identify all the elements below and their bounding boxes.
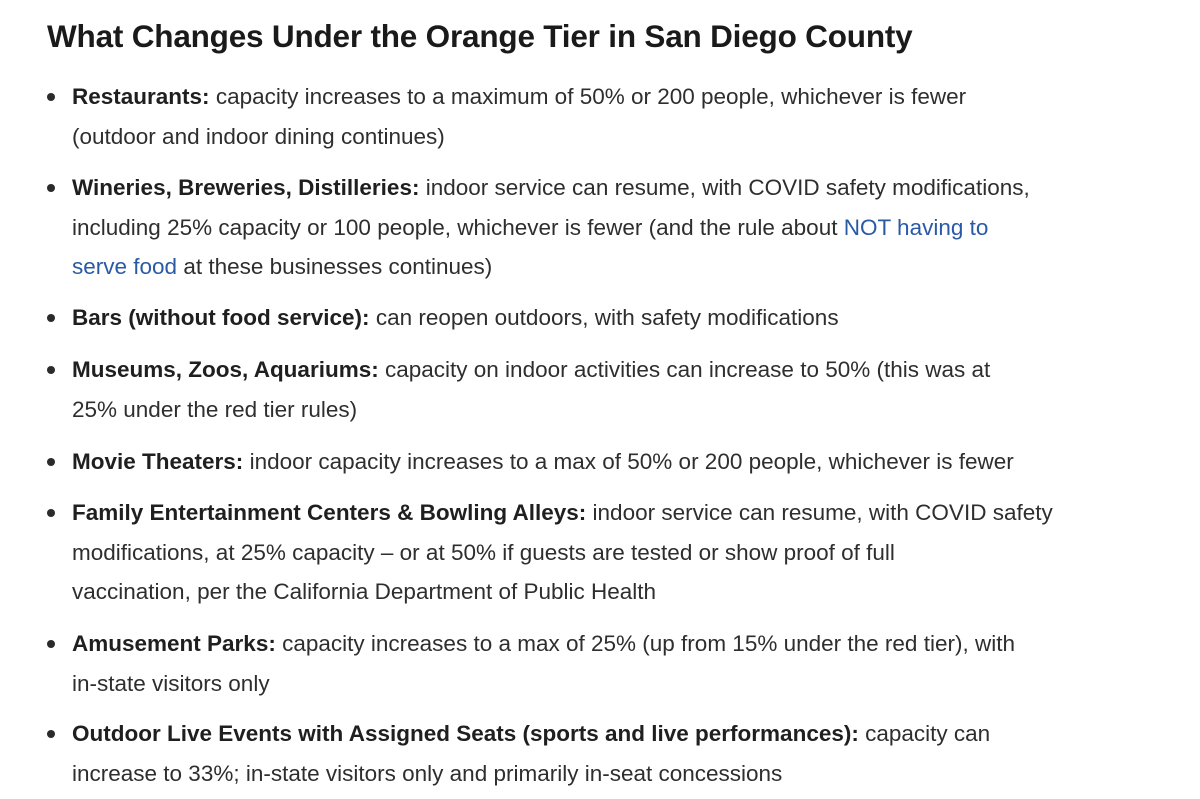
bullet-icon (47, 184, 55, 192)
bullet-icon (47, 314, 55, 322)
bullet-icon (47, 458, 55, 466)
list-item-wineries: Wineries, Breweries, Distilleries: indoo… (47, 168, 1162, 287)
bullet-icon (47, 730, 55, 738)
bullet-icon (47, 640, 55, 648)
item-term: Bars (without food service): (72, 305, 370, 330)
item-text: capacity on indoor activities can increa… (384, 357, 991, 382)
item-term: Family Entertainment Centers & Bowling A… (72, 500, 587, 525)
item-text-continued: (outdoor and indoor dining continues) (72, 123, 445, 149)
bullet-icon (47, 93, 55, 101)
item-text-continued: in-state visitors only (72, 670, 270, 696)
item-text-continued: vaccination, per the California Departme… (72, 579, 657, 604)
bullet-icon (47, 509, 55, 517)
serve-food-link[interactable]: NOT having to (843, 214, 989, 240)
item-text-continued: 25% under the red tier rules) (72, 396, 358, 422)
list-item-outdoor-live-events: Outdoor Live Events with Assigned Seats … (47, 714, 1162, 793)
item-text: indoor service can resume, with COVID sa… (592, 500, 1053, 525)
item-text: indoor service can resume, with COVID sa… (425, 175, 1030, 200)
serve-food-link-continued[interactable]: serve food (72, 254, 178, 279)
item-text-continued: increase to 33%; in-state visitors only … (72, 760, 783, 786)
item-term: Museums, Zoos, Aquariums: (72, 357, 379, 382)
item-term: Movie Theaters: (72, 449, 244, 474)
list-item-museums: Museums, Zoos, Aquariums: capacity on in… (47, 350, 1162, 429)
item-text: capacity increases to a maximum of 50% o… (215, 84, 967, 109)
item-term: Outdoor Live Events with Assigned Seats … (72, 721, 859, 746)
bullet-icon (47, 366, 55, 374)
item-text-continued: modifications, at 25% capacity – or at 5… (72, 539, 895, 565)
item-text: can reopen outdoors, with safety modific… (375, 305, 839, 330)
item-text: indoor capacity increases to a max of 50… (249, 449, 1014, 474)
item-text: capacity can (865, 721, 991, 746)
list-item-bars: Bars (without food service): can reopen … (47, 298, 1162, 338)
list-item-family-entertainment: Family Entertainment Centers & Bowling A… (47, 493, 1162, 612)
item-term: Amusement Parks: (72, 631, 276, 656)
list-item-movie-theaters: Movie Theaters: indoor capacity increase… (47, 442, 1162, 482)
item-text-continued: including 25% capacity or 100 people, wh… (72, 214, 844, 240)
section-heading: What Changes Under the Orange Tier in Sa… (47, 18, 913, 54)
list-item-restaurants: Restaurants: capacity increases to a max… (47, 77, 1162, 156)
item-text: capacity increases to a max of 25% (up f… (282, 631, 1015, 656)
list-item-amusement-parks: Amusement Parks: capacity increases to a… (47, 624, 1162, 703)
item-term: Restaurants: (72, 84, 210, 109)
item-term: Wineries, Breweries, Distilleries: (72, 175, 420, 200)
item-text-continued: at these businesses continues) (177, 254, 493, 279)
